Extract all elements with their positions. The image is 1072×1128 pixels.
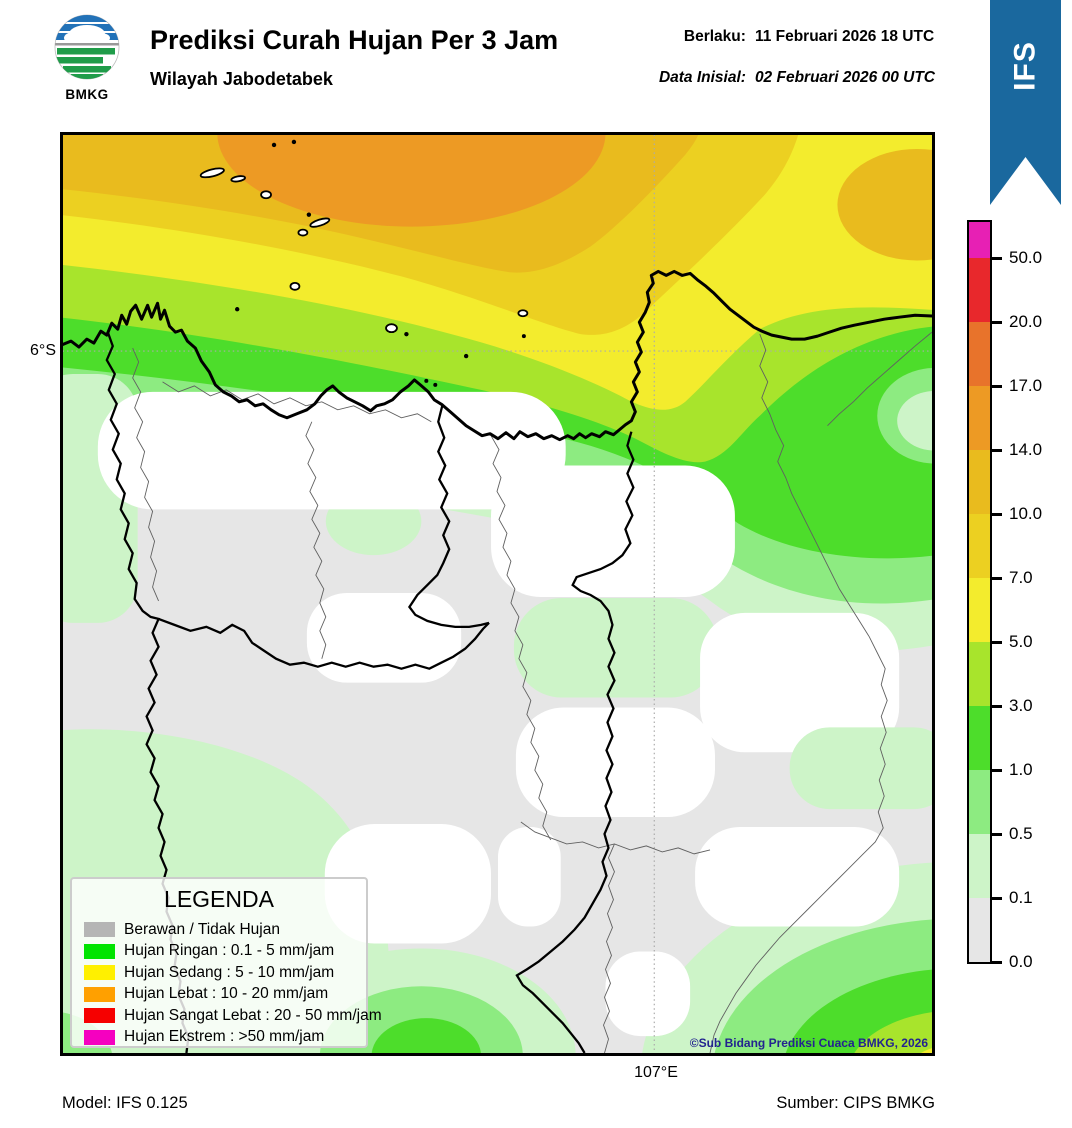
- map-copyright: ©Sub Bidang Prediksi Cuaca BMKG, 2026: [689, 1036, 928, 1050]
- latitude-label: 6°S: [30, 342, 56, 359]
- page-title: Prediksi Curah Hujan Per 3 Jam: [150, 25, 559, 55]
- colorbar-segment: [969, 834, 990, 898]
- legend-label: Hujan Sedang : 5 - 10 mm/jam: [124, 963, 335, 981]
- legend-item: Berawan / Tidak Hujan: [84, 919, 366, 941]
- legend-item: Hujan Sangat Lebat : 20 - 50 mm/jam: [84, 1005, 382, 1027]
- colorbar-tick-label: 0.5: [1009, 824, 1033, 843]
- legend-item: Hujan Lebat : 10 - 20 mm/jam: [84, 984, 366, 1006]
- colorbar-tick-label: 10.0: [1009, 504, 1043, 523]
- forecast-dates: Berlaku: 11 Februari 2026 18 UTC Data In…: [659, 28, 935, 87]
- legend-swatch: [84, 943, 115, 959]
- valid-time-value: 11 Februari 2026 18 UTC: [754, 28, 935, 45]
- colorbar-segment: [969, 578, 990, 642]
- colorbar-tick-label: 5.0: [1009, 632, 1033, 651]
- rainfall-contour-map: [63, 135, 932, 1053]
- longitude-label: 107°E: [634, 1064, 678, 1081]
- model-ribbon: [990, 0, 1061, 205]
- legend-swatch: [84, 965, 115, 981]
- legend-label: Hujan Lebat : 10 - 20 mm/jam: [124, 985, 329, 1003]
- bmkg-logo-icon: [54, 14, 120, 80]
- bmkg-logo: BMKG: [53, 13, 121, 102]
- colorbar-tick-label: 1.0: [1009, 760, 1033, 779]
- colorbar-tick-label: 0.0: [1009, 952, 1033, 971]
- colorbar-tick-label: 3.0: [1009, 696, 1033, 715]
- colorbar-tick-label: 17.0: [1009, 376, 1043, 395]
- colorbar-segment: [969, 450, 990, 514]
- colorbar-tick-label: 7.0: [1009, 568, 1033, 587]
- legend-item: Hujan Ekstrem : >50 mm/jam: [84, 1027, 366, 1049]
- bmkg-logo-text: BMKG: [65, 87, 109, 102]
- valid-time-label: Berlaku:: [683, 28, 746, 45]
- colorbar-tick-label: 20.0: [1009, 312, 1043, 331]
- init-time-value: 02 Februari 2026 00 UTC: [754, 69, 935, 86]
- model-label: Model: IFS 0.125: [62, 1094, 188, 1112]
- colorbar-segment: [969, 898, 990, 962]
- map-legend: LEGENDA Berawan / Tidak Hujan Hujan Ringa…: [70, 877, 382, 1049]
- legend-label: Berawan / Tidak Hujan: [124, 920, 280, 938]
- colorbar-segment: [969, 770, 990, 834]
- legend-item: Hujan Sedang : 5 - 10 mm/jam: [84, 962, 366, 984]
- islands: [199, 139, 529, 387]
- legend-item: Hujan Ringan : 0.1 - 5 mm/jam: [84, 941, 366, 963]
- colorbar-tick-label: 50.0: [1009, 248, 1043, 267]
- colorbar-tick-label: 0.1: [1009, 888, 1033, 907]
- colorbar-segment: [969, 642, 990, 706]
- colorbar-segment: [969, 222, 990, 258]
- legend-swatch: [84, 922, 115, 938]
- regency-boundaries: [105, 331, 635, 1053]
- coastline: [63, 269, 932, 442]
- legend-label: Hujan Ringan : 0.1 - 5 mm/jam: [124, 942, 335, 960]
- legend-label: Hujan Sangat Lebat : 20 - 50 mm/jam: [124, 1006, 382, 1024]
- page-subtitle: Wilayah Jabodetabek: [150, 69, 333, 89]
- legend-swatch: [84, 1029, 115, 1045]
- colorbar-segment: [969, 258, 990, 322]
- colorbar-segment: [969, 322, 990, 386]
- source-label: Sumber: CIPS BMKG: [776, 1094, 935, 1112]
- legend-title: LEGENDA: [164, 886, 274, 912]
- colorbar-segment: [969, 386, 990, 450]
- legend-rows: Berawan / Tidak Hujan Hujan Ringan : 0.1 …: [84, 919, 382, 1049]
- init-time-label: Data Inisial:: [658, 69, 746, 86]
- forecast-map: ©Sub Bidang Prediksi Cuaca BMKG, 2026: [60, 132, 935, 1056]
- legend-label: Hujan Ekstrem : >50 mm/jam: [124, 1028, 325, 1046]
- model-ribbon-label: IFS: [1008, 41, 1042, 91]
- colorbar-tick-label: 14.0: [1009, 440, 1043, 459]
- colorbar: [967, 220, 992, 964]
- legend-swatch: [84, 986, 115, 1002]
- district-boundaries: [132, 331, 932, 1053]
- colorbar-segment: [969, 514, 990, 578]
- colorbar-segment: [969, 706, 990, 770]
- legend-swatch: [84, 1008, 115, 1024]
